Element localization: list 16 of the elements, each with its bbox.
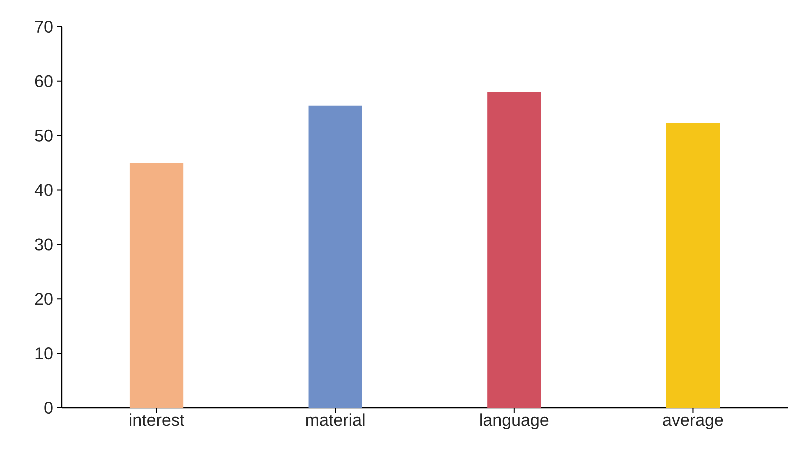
y-tick-label: 50 [35,130,53,142]
y-tick-label: 70 [35,20,53,34]
y-tick-label: 40 [34,184,53,196]
bar [308,106,362,408]
y-tick-label: 0 [44,402,53,414]
x-tick-label: language [480,414,549,430]
y-tick-label: 60 [35,75,53,88]
y-tick-label: 20 [35,293,53,306]
x-tick-label: average [663,416,724,430]
x-tick-label: material [306,414,365,426]
bar [488,92,542,408]
y-tick-label: 30 [35,238,53,251]
bar [666,123,720,408]
bar [130,163,184,408]
x-tick-label: interest [130,414,185,426]
y-tick-label: 10 [36,348,53,360]
